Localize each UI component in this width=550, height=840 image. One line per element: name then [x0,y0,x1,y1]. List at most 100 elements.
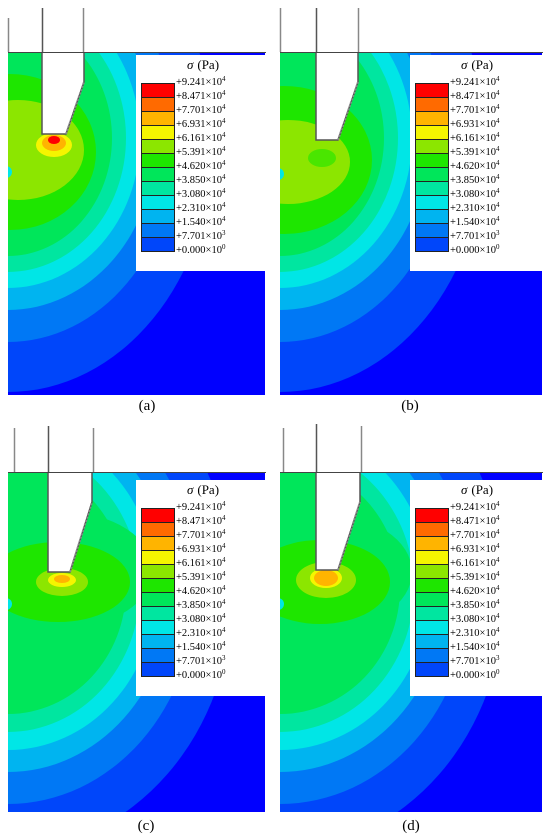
legend-level-label: +8.471×104 [176,89,226,103]
legend-level-label: +6.161×104 [176,131,226,145]
legend-swatch [415,181,449,195]
caption-c: (c) [137,818,155,834]
legend-level-label: +1.540×104 [450,215,500,229]
legend-level-label: +6.931×104 [450,117,500,131]
legend-swatch [141,550,175,564]
legend-level-label: +1.540×104 [176,215,226,229]
legend-level-label: +9.241×104 [450,500,500,514]
legend-swatch [141,111,175,125]
legend-swatch [415,139,449,153]
pile-rods-b [279,8,543,53]
legend-level-label: +4.620×104 [176,159,226,173]
legend-swatch [141,223,175,237]
legend-level-label: +7.701×103 [450,229,500,243]
legend-level-label: +4.620×104 [450,584,500,598]
legend-symbol: σ [186,57,194,72]
legend-level-label: +5.391×104 [176,570,226,584]
legend-level-label: +7.701×104 [450,103,500,117]
legend-level-label: +7.701×103 [176,229,226,243]
legend-swatch [141,634,175,648]
legend-swatch [415,522,449,536]
legend-level-label: +2.310×104 [176,626,226,640]
legend-swatch [415,209,449,223]
legend-level-label: +8.471×104 [450,514,500,528]
legend-level-label: +4.620×104 [450,159,500,173]
pile-rods-d [280,424,543,473]
legend-level-label: +7.701×103 [176,654,226,668]
legend-swatch [141,195,175,209]
legend-swatch [415,508,449,522]
legend-swatch [141,139,175,153]
legend-level-label: +6.931×104 [176,542,226,556]
legend-b: σ (Pa) +9.241×104 +8.471×104 +7.701×104 +6.93… [410,55,544,271]
legend-swatch [141,648,175,662]
legend-swatch [415,83,449,97]
legend-level-label: +8.471×104 [450,89,500,103]
legend-swatch [141,209,175,223]
legend-level-label: +3.850×104 [450,598,500,612]
pile-rods-c [8,426,266,473]
legend-level-label: +9.241×104 [176,500,226,514]
legend-swatch [415,662,449,676]
legend-swatch [415,125,449,139]
legend-d: σ (Pa) +9.241×104 +8.471×104 +7.701×104 +6.93… [410,480,544,696]
legend-level-label: +3.080×104 [450,187,500,201]
legend-c: σ (Pa) +9.241×104 +8.471×104 +7.701×104 +6.93… [136,480,270,696]
legend-level-label: +6.931×104 [176,117,226,131]
legend-swatch [141,592,175,606]
legend-level-label: +6.931×104 [450,542,500,556]
legend-swatch [415,536,449,550]
legend-level-label: +0.000×100 [450,243,500,257]
legend-swatch [141,237,175,251]
legend-level-label: +3.080×104 [176,187,226,201]
legend-swatch [141,181,175,195]
legend-level-label: +0.000×100 [176,243,226,257]
legend-level-label: +2.310×104 [450,201,500,215]
legend-swatch [141,564,175,578]
legend-title: σ (Pa) [410,55,544,75]
legend-unit: (Pa) [197,482,220,497]
legend-level-label: +3.850×104 [450,173,500,187]
legend-symbol: σ [460,482,468,497]
legend-swatch [141,508,175,522]
legend-swatch [415,550,449,564]
legend-level-label: +7.701×103 [450,654,500,668]
legend-unit: (Pa) [197,57,220,72]
legend-swatch [415,564,449,578]
legend-level-label: +1.540×104 [176,640,226,654]
legend-level-label: +6.161×104 [450,556,500,570]
legend-a: σ (Pa) +9.241×104 +8.471×104 +7.701×104 +6.93… [136,55,270,271]
legend-swatch [415,237,449,251]
legend-level-label: +3.850×104 [176,173,226,187]
legend-level-label: +3.080×104 [450,612,500,626]
legend-swatch [141,606,175,620]
legend-symbol: σ [186,482,194,497]
legend-level-label: +9.241×104 [450,75,500,89]
legend-swatch [141,536,175,550]
legend-level-label: +5.391×104 [450,145,500,159]
legend-swatch [415,592,449,606]
legend-swatch [141,97,175,111]
legend-swatch [415,648,449,662]
legend-symbol: σ [460,57,468,72]
legend-swatch [415,634,449,648]
legend-level-label: +7.701×104 [450,528,500,542]
legend-swatch [141,153,175,167]
legend-level-label: +5.391×104 [176,145,226,159]
legend-level-label: +7.701×104 [176,528,226,542]
legend-swatch [415,606,449,620]
legend-level-label: +3.850×104 [176,598,226,612]
pile-rods-a [7,8,266,53]
legend-level-label: +7.701×104 [176,103,226,117]
legend-level-label: +4.620×104 [176,584,226,598]
legend-level-label: +1.540×104 [450,640,500,654]
legend-swatch [141,620,175,634]
legend-title: σ (Pa) [136,480,270,500]
legend-swatch [415,153,449,167]
legend-level-label: +2.310×104 [176,201,226,215]
caption-b: (b) [401,398,419,414]
legend-swatch [141,578,175,592]
legend-level-label: +5.391×104 [450,570,500,584]
legend-swatch [141,662,175,676]
legend-unit: (Pa) [471,482,494,497]
